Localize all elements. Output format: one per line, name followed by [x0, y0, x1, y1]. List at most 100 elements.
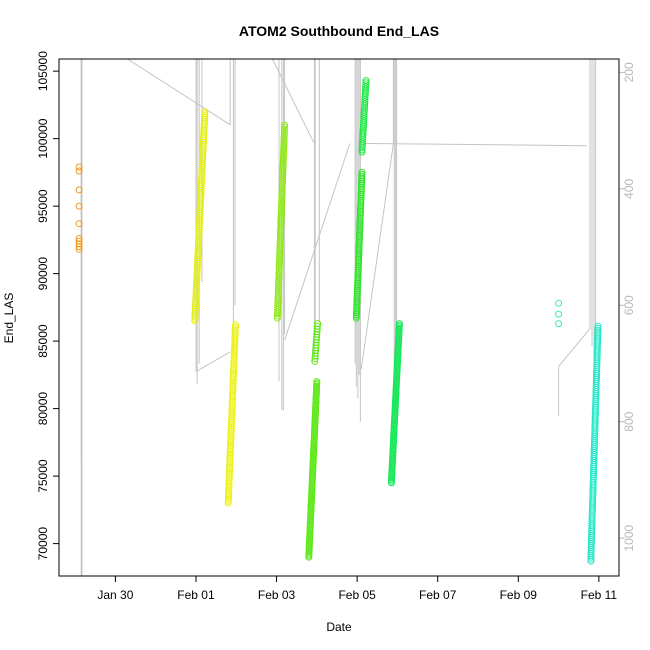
- y-tick-label: 90000: [36, 257, 50, 291]
- data-point: [362, 81, 370, 89]
- data-point: [362, 79, 370, 87]
- data-point: [274, 303, 282, 311]
- data-point: [280, 147, 288, 155]
- gray-line-7: [195, 351, 231, 373]
- data-point: [201, 110, 209, 118]
- gray-line-28: [360, 143, 394, 370]
- data-point: [555, 299, 563, 307]
- data-point: [279, 162, 287, 170]
- data-point: [274, 288, 282, 296]
- data-point: [280, 136, 288, 144]
- data-point: [278, 197, 286, 205]
- data-point: [275, 267, 283, 274]
- data-point: [276, 258, 283, 266]
- data-point: [279, 165, 287, 172]
- y2-tick-label: 400: [622, 179, 636, 199]
- data-point: [274, 299, 282, 307]
- data-point: [278, 195, 286, 203]
- data-point: [75, 202, 83, 210]
- data-point: [280, 130, 288, 138]
- data-point: [278, 184, 286, 192]
- data-point: [311, 349, 319, 357]
- y-tick-label: 105000: [36, 51, 50, 91]
- data-point: [276, 234, 284, 242]
- data-point: [201, 112, 209, 119]
- data-point: [279, 160, 287, 168]
- x-tick-label: Feb 05: [338, 588, 376, 602]
- data-point: [312, 339, 320, 346]
- data-point: [276, 236, 284, 244]
- data-point: [280, 149, 288, 157]
- data-point: [275, 273, 283, 281]
- data-point: [277, 212, 285, 220]
- data-points: [75, 77, 602, 565]
- data-point: [313, 322, 321, 330]
- data-point: [275, 271, 283, 279]
- data-point: [312, 347, 320, 355]
- plot-frame: [58, 58, 620, 577]
- y-axis-label: End_LAS: [2, 293, 16, 344]
- data-point: [280, 132, 288, 140]
- data-point: [274, 293, 282, 300]
- data-point: [312, 336, 320, 344]
- data-point: [232, 321, 239, 329]
- data-point: [279, 167, 287, 175]
- y-tick-label: 80000: [36, 392, 50, 426]
- gray-lines: [80, 58, 597, 576]
- data-point: [276, 249, 284, 257]
- data-point: [594, 322, 602, 330]
- gray-line-5: [127, 58, 231, 126]
- data-point: [275, 282, 283, 290]
- data-point: [313, 328, 321, 336]
- data-point: [278, 182, 286, 190]
- y2-tick-label: 800: [622, 411, 636, 431]
- data-point: [276, 256, 284, 264]
- data-point: [275, 277, 283, 285]
- x-axis-label: Date: [326, 620, 352, 634]
- data-point: [277, 225, 285, 233]
- data-point: [280, 139, 288, 146]
- data-point: [279, 173, 287, 181]
- data-point: [276, 240, 284, 248]
- y2-axis: 200 400 600 800 1000: [619, 62, 636, 552]
- data-point: [75, 237, 83, 245]
- data-point: [281, 123, 288, 131]
- data-point: [281, 121, 289, 129]
- data-point: [275, 275, 283, 283]
- data-point: [279, 175, 287, 183]
- data-point: [358, 168, 366, 176]
- data-point: [311, 355, 319, 363]
- x-tick-label: Feb 01: [177, 588, 215, 602]
- data-point: [280, 152, 287, 159]
- x-tick-label: Feb 09: [500, 588, 538, 602]
- x-tick-label: Jan 30: [97, 588, 133, 602]
- data-point: [75, 235, 83, 242]
- data-point: [278, 193, 286, 201]
- data-point: [278, 199, 286, 207]
- data-point: [276, 238, 284, 246]
- y-tick-label: 95000: [36, 189, 50, 223]
- gray-line-19: [284, 143, 351, 341]
- y-tick-label: 75000: [36, 459, 50, 493]
- y2-tick-label: 200: [622, 62, 636, 82]
- data-point: [277, 208, 285, 216]
- y-tick-label: 100000: [36, 118, 50, 158]
- gray-line-35: [558, 328, 591, 367]
- data-point: [280, 134, 288, 142]
- data-point: [275, 264, 283, 272]
- data-point: [273, 312, 281, 320]
- data-point: [273, 314, 281, 322]
- data-point: [277, 232, 284, 240]
- data-point: [280, 128, 288, 136]
- y-tick-label: 70000: [36, 527, 50, 561]
- data-point: [275, 284, 282, 292]
- y2-tick-label: 1000: [622, 524, 636, 551]
- data-point: [277, 227, 285, 235]
- data-point: [313, 333, 321, 341]
- data-point: [277, 217, 285, 225]
- data-point: [311, 357, 319, 365]
- data-point: [279, 158, 287, 166]
- data-point: [277, 214, 285, 222]
- data-point: [279, 178, 286, 185]
